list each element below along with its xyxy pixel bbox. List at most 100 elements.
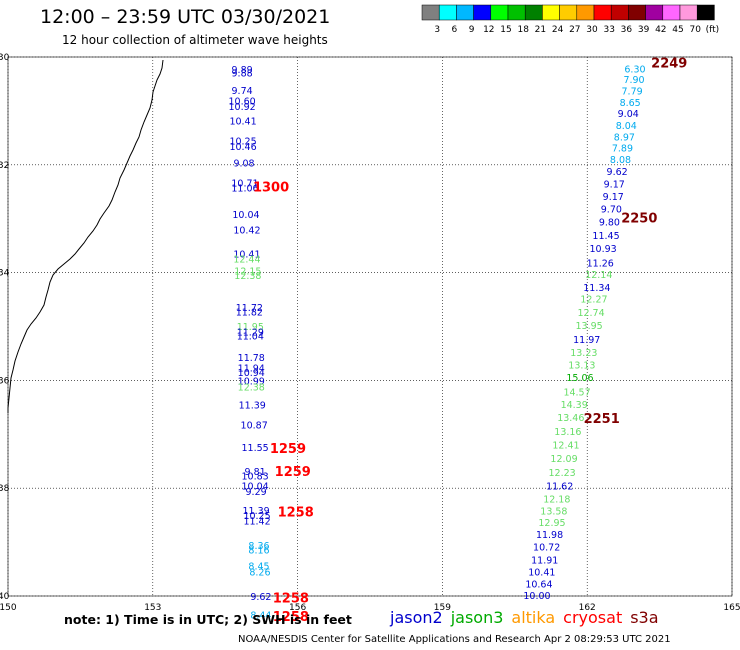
wave-height-value: 12.14: [585, 270, 612, 281]
wave-height-value: 11.34: [583, 283, 610, 294]
lat-tick-label: -38: [0, 484, 10, 494]
wave-height-value: 10.41: [528, 567, 555, 578]
wave-height-value: 10.64: [525, 580, 552, 591]
scale-label: 42: [655, 25, 666, 35]
legend-item-jason2: jason2: [390, 608, 443, 627]
scale-label: 15: [500, 25, 511, 35]
legend-item-jason3: jason3: [450, 608, 504, 627]
scale-label: 12: [483, 25, 494, 35]
wave-height-value: 9.81: [245, 467, 266, 478]
wave-height-value: 9.70: [601, 205, 622, 216]
wave-height-value: 11.78: [238, 353, 265, 364]
pass-time-label: 1258: [273, 610, 309, 625]
wave-height-value: 10.25: [243, 511, 270, 522]
wave-height-value: 13.95: [576, 321, 603, 332]
pass-time-labels: 2249 1300 2250 1259 1259 1258 2251 1258 1258: [253, 56, 687, 625]
wave-height-value: 11.55: [242, 443, 269, 454]
wave-height-value: 11.39: [239, 401, 266, 412]
wave-height-value: 10.42: [233, 226, 260, 237]
pass-time-label: 2250: [621, 212, 657, 227]
wave-height-value: 10.04: [232, 210, 259, 221]
scale-label: 45: [672, 25, 683, 35]
wave-height-value: 11.04: [237, 332, 264, 343]
map-grid: [7, 56, 733, 597]
scale-label: 3: [434, 25, 440, 35]
wave-height-value: 10.99: [238, 376, 265, 387]
wave-height-value: 12.09: [550, 454, 577, 465]
wave-height-value: 10.00: [523, 591, 550, 602]
scale-label: 9: [469, 25, 475, 35]
wave-height-value: 8.08: [610, 155, 631, 166]
wave-height-value: 11.39: [242, 506, 269, 517]
wave-height-value: 10.04: [242, 482, 269, 493]
coastline-path: [7, 59, 164, 413]
wave-height-value: 10.87: [241, 421, 268, 432]
wave-height-value: 8.45: [248, 561, 269, 572]
wave-height-value: 11.26: [587, 258, 614, 269]
map-subtitle: 12 hour collection of altimeter wave hei…: [62, 33, 328, 47]
lon-tick-label: 159: [434, 603, 451, 613]
wave-height-value: 13.58: [540, 506, 567, 517]
lat-tick-label: -32: [0, 161, 9, 171]
wave-height-value: 9.89: [232, 65, 253, 76]
wave-height-value: 12.38: [238, 382, 265, 393]
lat-tick-label: -40: [0, 592, 10, 602]
legend-item-s3a: s3a: [630, 608, 659, 627]
wave-height-value: 10.72: [533, 542, 560, 553]
wave-height-value: 11.98: [536, 530, 563, 541]
scale-label: 6: [452, 25, 458, 35]
wave-height-value: 8.16: [248, 546, 269, 557]
scale-label: 70: [689, 25, 701, 35]
pass-time-label: 1258: [278, 505, 314, 520]
wave-height-value: 13.46: [557, 413, 584, 424]
wave-height-value: 12.74: [577, 308, 604, 319]
wave-height-value: 12.18: [543, 495, 570, 506]
scale-label: 33: [603, 25, 614, 35]
credit-line: NOAA/NESDIS Center for Satellite Applica…: [238, 634, 671, 645]
scale-swatch: [696, 4, 715, 21]
wave-height-value: 12.15: [234, 267, 261, 278]
wave-height-value: 11.94: [238, 364, 265, 375]
scale-label: 27: [569, 25, 580, 35]
wave-height-value: 13.23: [570, 348, 597, 359]
map-note: note: 1) Time is in UTC; 2) SWH is in fe…: [64, 612, 352, 627]
wave-height-value: 9.62: [607, 167, 628, 178]
wave-height-value: 12.38: [234, 271, 261, 282]
scale-label: 21: [535, 25, 546, 35]
wave-height-value: 10.71: [231, 179, 258, 190]
coastline: [7, 59, 164, 413]
wave-height-value: 11.95: [237, 322, 264, 333]
wave-height-value: 9.04: [618, 109, 639, 120]
legend-item-altika: altika: [511, 608, 556, 627]
wave-height-value: 7.90: [623, 75, 644, 86]
wave-height-value: 8.44: [250, 610, 271, 621]
wave-height-value: 12.23: [548, 468, 575, 479]
axis-ticks: 150 153 156 159 162 165 -30 -32 -34 -36 -38 -40: [0, 53, 740, 613]
lon-tick-label: 153: [144, 603, 161, 613]
pass-time-label: 2249: [651, 56, 687, 71]
satellite-legend: jason2 jason3 altika cryosat s3a: [390, 608, 667, 627]
wave-height-value: 10.41: [229, 117, 256, 128]
wave-height-value: 11.72: [236, 303, 263, 314]
wave-height-observations: 9.899.889.7410.6010.9210.4110.2510.469.0…: [228, 64, 645, 621]
wave-height-value: 11.45: [592, 231, 619, 242]
wave-height-value: 12.27: [580, 295, 607, 306]
wave-height-value: 13.16: [554, 427, 581, 438]
wave-height-value: 14.39: [561, 400, 588, 411]
wave-height-value: 9.29: [246, 487, 267, 498]
wave-height-value: 10.94: [238, 368, 265, 379]
pass-time-label: 2251: [584, 412, 620, 427]
wave-height-value: 10.92: [228, 102, 255, 113]
wave-height-value: 9.74: [232, 86, 253, 97]
lon-tick-label: 150: [0, 603, 17, 613]
wave-height-value: 11.62: [546, 482, 573, 493]
wave-height-value: 10.41: [233, 249, 260, 260]
scale-label: 36: [621, 25, 633, 35]
wave-height-value: 10.46: [229, 142, 256, 153]
wave-height-value: 11.97: [573, 335, 600, 346]
wave-height-value: 9.80: [599, 217, 620, 228]
wave-height-value: 11.29: [237, 327, 264, 338]
wave-height-value: 8.26: [249, 567, 270, 578]
wave-height-value: 8.65: [620, 98, 641, 109]
